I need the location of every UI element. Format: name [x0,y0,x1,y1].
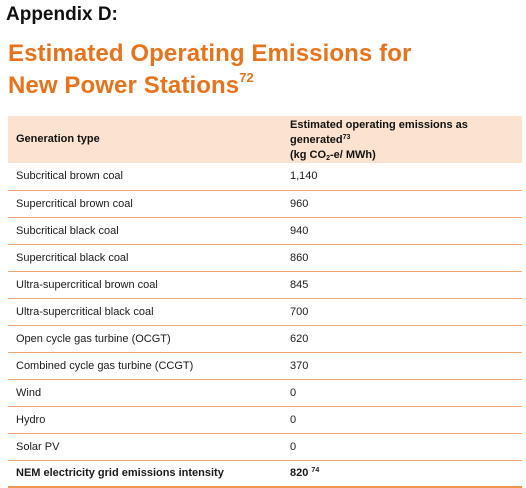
header-generation-type: Generation type [16,133,100,145]
total-value: 820 [290,467,309,480]
emissions-value-cell: 860 [290,251,309,264]
generation-type-cell: Supercritical brown coal [16,197,133,210]
unit-subscript: 2 [326,155,330,162]
emissions-value-cell: 620 [290,332,309,345]
emissions-value-cell: 0 [290,386,297,399]
table-row: Combined cycle gas turbine (CCGT) 370 [8,352,522,379]
total-footnote: 74 [311,467,320,475]
emissions-value-cell: 1,140 [290,170,318,183]
total-label-cell: NEM electricity grid emissions intensity [16,467,224,480]
emissions-value-cell: 370 [290,359,309,372]
table-row: Subcritical brown coal 1,140 [8,163,522,190]
table-row: Supercritical brown coal 960 [8,190,522,217]
generation-type-cell: Ultra-supercritical brown coal [16,278,158,291]
title-line-2: New Power Stations72 [8,70,411,102]
generation-type-cell: Wind [16,386,42,399]
emissions-value-cell: 940 [290,224,309,237]
table-row: Supercritical black coal 860 [8,244,522,271]
generation-type-cell: Subcritical brown coal [16,170,123,183]
emissions-value-cell: 0 [290,440,297,453]
unit-suffix: -e/ MWh) [329,149,376,161]
generation-type-cell: Combined cycle gas turbine (CCGT) [16,359,194,372]
generation-type-cell: Open cycle gas turbine (OCGT) [16,332,171,345]
header-emissions-unit: (kg CO2-e/ MWh) [290,148,514,163]
table-row: Ultra-supercritical black coal 700 [8,298,522,325]
table-total-row: NEM electricity grid emissions intensity… [8,460,522,487]
table-row: Subcritical black coal 940 [8,217,522,244]
table-row: Ultra-supercritical brown coal 845 [8,271,522,298]
generation-type-cell: Ultra-supercritical black coal [16,305,154,318]
generation-type-cell: Hydro [16,413,46,426]
generation-type-cell: Subcritical black coal [16,224,119,237]
unit-prefix: (kg CO [290,149,327,161]
page-title: Estimated Operating Emissions for New Po… [8,38,411,102]
header-emissions-line-1: Estimated operating emissions as generat… [290,118,514,148]
table-row: Solar PV 0 [8,433,522,460]
title-line-2-text: New Power Stations [8,72,240,99]
emissions-table: Generation type Estimated operating emis… [8,116,522,488]
emissions-value-cell: 0 [290,413,297,426]
total-value-cell: 820 74 [282,460,522,487]
emissions-value-cell: 960 [290,197,309,210]
emissions-value-cell: 845 [290,278,309,291]
table-row: Hydro 0 [8,406,522,433]
table-row: Wind 0 [8,379,522,406]
title-line-1: Estimated Operating Emissions for [8,40,412,67]
table-header-row: Generation type Estimated operating emis… [8,116,522,163]
title-footnote: 72 [239,70,254,85]
table-row: Open cycle gas turbine (OCGT) 620 [8,325,522,352]
generation-type-cell: Supercritical black coal [16,251,129,264]
emissions-value-cell: 700 [290,305,309,318]
appendix-label: Appendix D: [6,4,118,25]
generation-type-cell: Solar PV [16,440,60,453]
header-emissions-text: Estimated operating emissions as generat… [290,119,468,146]
header-emissions: Estimated operating emissions as generat… [282,116,522,163]
header-footnote: 73 [342,134,351,141]
